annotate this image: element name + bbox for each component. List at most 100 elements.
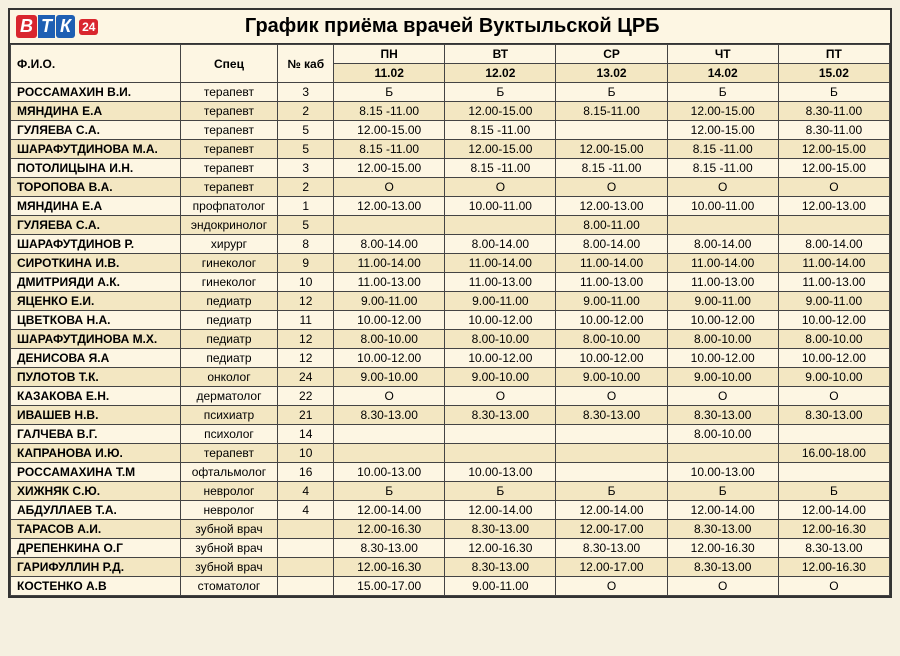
cell-mon: 8.00-14.00: [334, 235, 445, 254]
cell-mon: 12.00-13.00: [334, 197, 445, 216]
cell-thu: 8.30-13.00: [667, 558, 778, 577]
cell-tue: [445, 216, 556, 235]
cell-fri: 11.00-14.00: [778, 254, 889, 273]
cell-name: ШАРАФУТДИНОВ Р.: [11, 235, 181, 254]
cell-fri: 12.00-13.00: [778, 197, 889, 216]
cell-kab: 3: [278, 159, 334, 178]
cell-name: ГАЛЧЕВА В.Г.: [11, 425, 181, 444]
cell-wed: [556, 425, 667, 444]
cell-kab: 12: [278, 330, 334, 349]
cell-spec: терапевт: [180, 178, 278, 197]
page-title: График приёма врачей Вуктыльской ЦРБ: [104, 15, 890, 38]
cell-mon: 12.00-15.00: [334, 159, 445, 178]
th-day-mon: ПН: [334, 45, 445, 64]
cell-fri: О: [778, 387, 889, 406]
logo-letter-t: Т: [38, 15, 55, 38]
cell-tue: Б: [445, 83, 556, 102]
table-row: КОСТЕНКО А.Встоматолог15.00-17.009.00-11…: [11, 577, 890, 596]
cell-mon: [334, 425, 445, 444]
cell-tue: [445, 425, 556, 444]
cell-kab: 11: [278, 311, 334, 330]
cell-tue: 10.00-12.00: [445, 311, 556, 330]
cell-name: ДРЕПЕНКИНА О.Г: [11, 539, 181, 558]
table-row: ТОРОПОВА В.А.терапевт2ООООО: [11, 178, 890, 197]
cell-kab: 3: [278, 83, 334, 102]
cell-wed: О: [556, 577, 667, 596]
cell-name: КАПРАНОВА И.Ю.: [11, 444, 181, 463]
cell-name: ШАРАФУТДИНОВА М.Х.: [11, 330, 181, 349]
cell-spec: офтальмолог: [180, 463, 278, 482]
cell-name: ДМИТРИЯДИ А.К.: [11, 273, 181, 292]
cell-spec: невролог: [180, 501, 278, 520]
cell-tue: 8.30-13.00: [445, 558, 556, 577]
cell-tue: Б: [445, 482, 556, 501]
cell-wed: 11.00-14.00: [556, 254, 667, 273]
schedule-table: Ф.И.О. Спец № каб ПН ВТ СР ЧТ ПТ 11.02 1…: [10, 44, 890, 596]
cell-kab: 12: [278, 292, 334, 311]
cell-fri: Б: [778, 482, 889, 501]
th-spec: Спец: [180, 45, 278, 83]
cell-mon: О: [334, 387, 445, 406]
cell-wed: 8.15 -11.00: [556, 159, 667, 178]
cell-fri: 12.00-16.30: [778, 558, 889, 577]
cell-wed: 8.30-13.00: [556, 406, 667, 425]
cell-name: ХИЖНЯК С.Ю.: [11, 482, 181, 501]
table-row: КАЗАКОВА Е.Н.дерматолог22ООООО: [11, 387, 890, 406]
cell-spec: эндокринолог: [180, 216, 278, 235]
cell-tue: О: [445, 178, 556, 197]
cell-thu: 9.00-11.00: [667, 292, 778, 311]
cell-name: СИРОТКИНА И.В.: [11, 254, 181, 273]
cell-thu: О: [667, 178, 778, 197]
cell-mon: [334, 444, 445, 463]
table-row: ПОТОЛИЦЫНА И.Н.терапевт312.00-15.008.15 …: [11, 159, 890, 178]
table-row: ЦВЕТКОВА Н.А.педиатр1110.00-12.0010.00-1…: [11, 311, 890, 330]
th-date-4: 15.02: [778, 64, 889, 83]
cell-tue: 8.15 -11.00: [445, 159, 556, 178]
cell-tue: 9.00-11.00: [445, 577, 556, 596]
cell-mon: 10.00-12.00: [334, 349, 445, 368]
cell-tue: 8.00-14.00: [445, 235, 556, 254]
cell-fri: 12.00-15.00: [778, 140, 889, 159]
cell-tue: 10.00-13.00: [445, 463, 556, 482]
table-row: ГАРИФУЛЛИН Р.Д.зубной врач12.00-16.308.3…: [11, 558, 890, 577]
table-row: ИВАШЕВ Н.В.психиатр218.30-13.008.30-13.0…: [11, 406, 890, 425]
cell-wed: 12.00-13.00: [556, 197, 667, 216]
table-row: ТАРАСОВ А.И.зубной врач12.00-16.308.30-1…: [11, 520, 890, 539]
cell-wed: [556, 444, 667, 463]
cell-kab: 10: [278, 444, 334, 463]
cell-kab: 21: [278, 406, 334, 425]
cell-spec: хирург: [180, 235, 278, 254]
cell-wed: 8.00-10.00: [556, 330, 667, 349]
cell-tue: 11.00-13.00: [445, 273, 556, 292]
cell-wed: 8.00-11.00: [556, 216, 667, 235]
cell-kab: 10: [278, 273, 334, 292]
cell-thu: [667, 216, 778, 235]
th-day-thu: ЧТ: [667, 45, 778, 64]
cell-wed: 8.15-11.00: [556, 102, 667, 121]
cell-wed: 12.00-15.00: [556, 140, 667, 159]
cell-tue: [445, 444, 556, 463]
cell-spec: терапевт: [180, 83, 278, 102]
cell-mon: Б: [334, 482, 445, 501]
cell-thu: 8.00-10.00: [667, 330, 778, 349]
cell-wed: 11.00-13.00: [556, 273, 667, 292]
table-row: ДЕНИСОВА Я.Апедиатр1210.00-12.0010.00-12…: [11, 349, 890, 368]
cell-tue: 12.00-15.00: [445, 102, 556, 121]
logo: В Т К 24: [10, 15, 104, 38]
cell-spec: онколог: [180, 368, 278, 387]
cell-name: ГУЛЯЕВА С.А.: [11, 216, 181, 235]
cell-kab: [278, 539, 334, 558]
cell-spec: гинеколог: [180, 254, 278, 273]
cell-thu: О: [667, 577, 778, 596]
cell-thu: 10.00-11.00: [667, 197, 778, 216]
cell-spec: педиатр: [180, 311, 278, 330]
cell-spec: терапевт: [180, 159, 278, 178]
cell-thu: 12.00-16.30: [667, 539, 778, 558]
cell-mon: 15.00-17.00: [334, 577, 445, 596]
cell-fri: 8.30-11.00: [778, 102, 889, 121]
th-day-fri: ПТ: [778, 45, 889, 64]
cell-wed: Б: [556, 83, 667, 102]
table-row: МЯНДИНА Е.Апрофпатолог112.00-13.0010.00-…: [11, 197, 890, 216]
cell-fri: 11.00-13.00: [778, 273, 889, 292]
schedule-body: РОССАМАХИН В.И.терапевт3БББББМЯНДИНА Е.А…: [11, 83, 890, 596]
